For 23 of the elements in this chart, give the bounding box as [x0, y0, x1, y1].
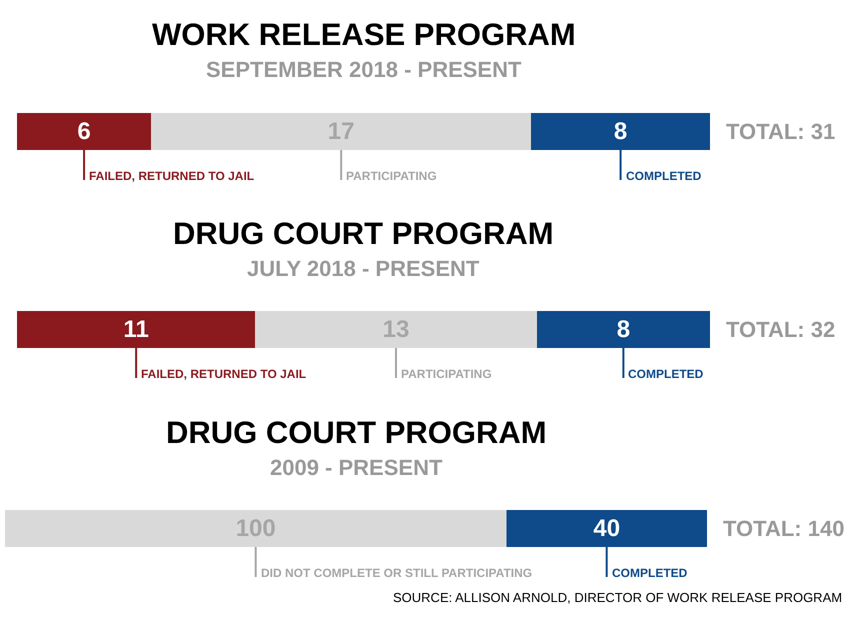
series-label: COMPLETED — [626, 169, 702, 183]
source-note: SOURCE: ALLISON ARNOLD, DIRECTOR OF WORK RELEASE PROGRAM — [393, 590, 842, 605]
data-label: 6 — [77, 118, 91, 145]
series-label: PARTICIPATING — [346, 169, 437, 183]
series-label: FAILED, RETURNED TO JAIL — [89, 169, 254, 183]
total-label: TOTAL: 32 — [726, 317, 836, 342]
data-label: 11 — [123, 316, 149, 343]
chart-subtitle: 2009 - PRESENT — [270, 455, 443, 480]
chart-title: DRUG COURT PROGRAM — [173, 216, 554, 251]
data-label: 40 — [593, 515, 620, 542]
data-label: 8 — [614, 118, 628, 145]
chart-title: WORK RELEASE PROGRAM — [152, 17, 576, 52]
series-label: COMPLETED — [628, 367, 704, 381]
chart-subtitle: SEPTEMBER 2018 - PRESENT — [206, 57, 522, 82]
series-label: DID NOT COMPLETE OR STILL PARTICIPATING — [261, 566, 532, 580]
series-label: PARTICIPATING — [401, 367, 492, 381]
series-label: COMPLETED — [612, 566, 688, 580]
data-label: 8 — [616, 316, 630, 343]
series-label: FAILED, RETURNED TO JAIL — [141, 367, 306, 381]
total-label: TOTAL: 140 — [723, 516, 844, 541]
chart-subtitle: JULY 2018 - PRESENT — [247, 256, 480, 281]
total-label: TOTAL: 31 — [726, 119, 836, 144]
chart-title: DRUG COURT PROGRAM — [166, 415, 547, 450]
